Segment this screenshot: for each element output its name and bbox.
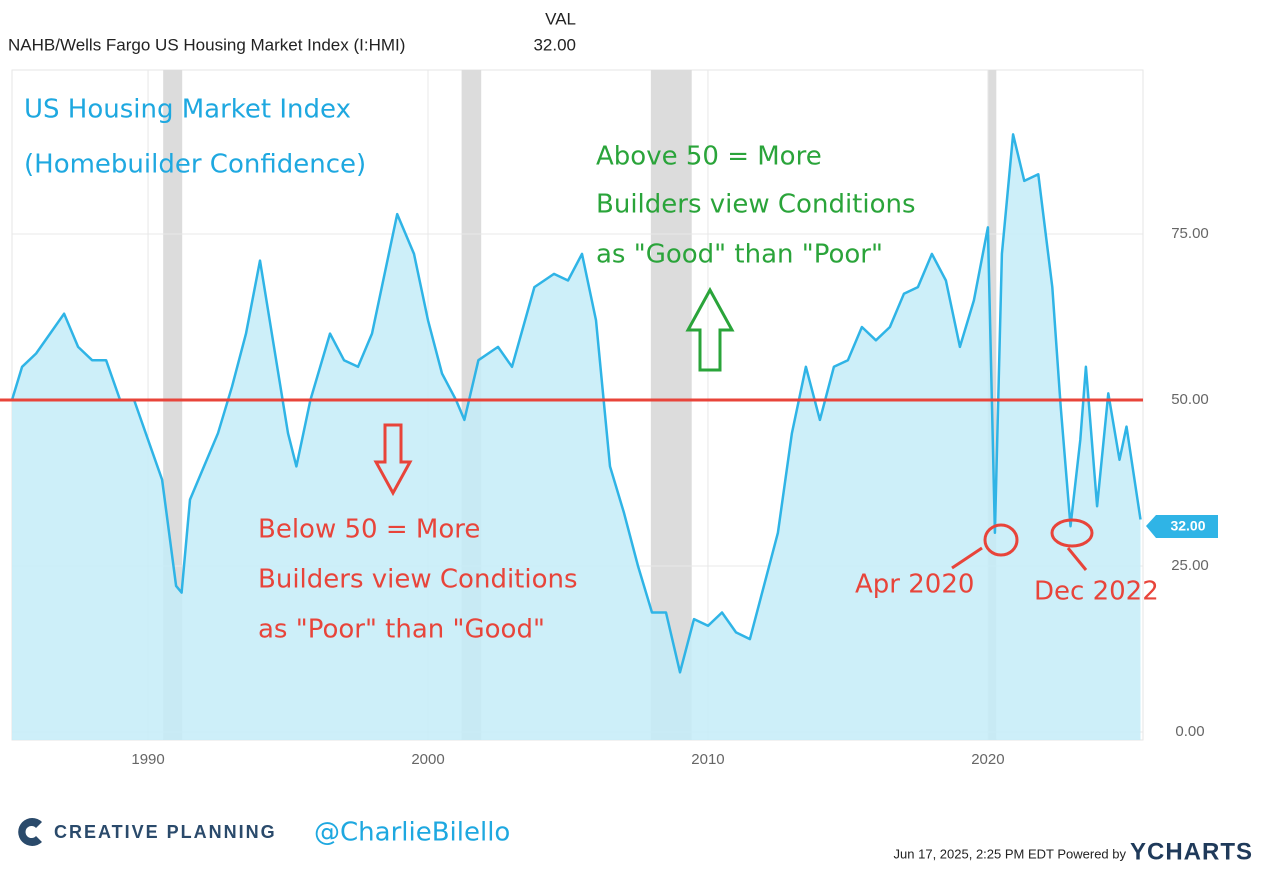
last-value-label: 32.00 — [1170, 518, 1205, 534]
annotation-title: (Homebuilder Confidence) — [24, 150, 366, 180]
pointer-line — [951, 546, 983, 570]
pointer-line — [1066, 547, 1088, 571]
annotation-above: Above 50 = More — [596, 142, 822, 172]
annotation-below: Builders view Conditions — [258, 565, 578, 595]
up-arrow — [685, 286, 735, 372]
y-tick-label: 50.00 — [1171, 391, 1209, 408]
annotation-apr: Apr 2020 — [855, 570, 974, 600]
highlight-circle — [983, 523, 1019, 557]
value-header: VAL — [545, 9, 576, 28]
x-tick-label: 2010 — [691, 751, 724, 768]
annotation-title: US Housing Market Index — [24, 95, 351, 125]
handle: @CharlieBilello — [314, 818, 510, 848]
x-tick-label: 2020 — [971, 751, 1004, 768]
annotation-above: as "Good" than "Poor" — [596, 240, 883, 270]
last-value-badge — [1146, 515, 1218, 538]
annotation-dec: Dec 2022 — [1034, 577, 1159, 607]
x-tick-label: 2000 — [411, 751, 444, 768]
brand-logo — [18, 818, 42, 846]
annotation-above: Builders view Conditions — [596, 190, 916, 220]
line — [10, 133, 1142, 674]
down-arrow — [373, 423, 413, 497]
y-tick-label: 0.00 — [1175, 723, 1204, 740]
ycharts-logo: YCHARTS — [1130, 838, 1253, 865]
series-label: NAHB/Wells Fargo US Housing Market Index… — [8, 35, 405, 54]
y-tick-label: 75.00 — [1171, 225, 1209, 242]
plot-area: 0.00 25.00 50.00 75.00 1990 2000 2010 2020 — [0, 69, 1209, 768]
annotation-below: Below 50 = More — [258, 515, 480, 545]
timestamp: Jun 17, 2025, 2:25 PM EDT Powered by — [894, 846, 1127, 861]
area — [12, 134, 1141, 740]
annotation-below: as "Poor" than "Good" — [258, 615, 545, 645]
value-label: 32.00 — [533, 35, 576, 54]
y-tick-label: 25.00 — [1171, 557, 1209, 574]
highlight-circle — [1050, 518, 1094, 548]
brand: CREATIVE PLANNING — [54, 822, 277, 842]
x-tick-label: 1990 — [131, 751, 164, 768]
